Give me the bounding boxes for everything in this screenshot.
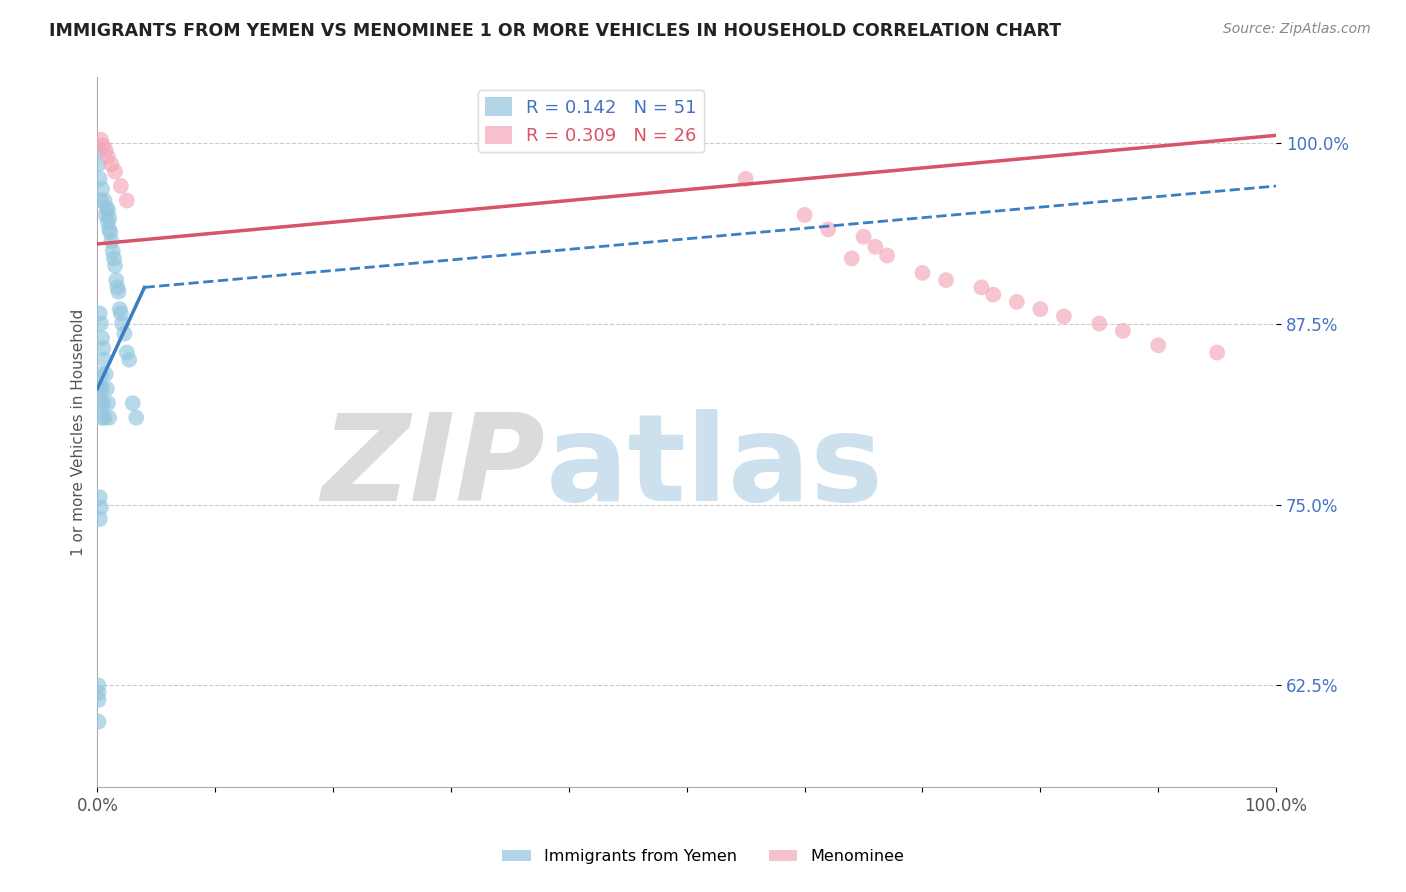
Point	[89, 512, 111, 526]
Point	[841, 252, 863, 266]
Point	[1088, 317, 1111, 331]
Point	[96, 382, 118, 396]
Point	[107, 285, 129, 299]
Point	[87, 714, 110, 729]
Point	[970, 280, 993, 294]
Point	[1053, 310, 1076, 324]
Point	[110, 179, 132, 194]
Point	[93, 194, 115, 208]
Point	[734, 171, 756, 186]
Point	[98, 222, 121, 236]
Point	[1029, 302, 1052, 317]
Point	[100, 157, 122, 171]
Point	[1005, 294, 1028, 309]
Point	[90, 194, 112, 208]
Point	[111, 317, 134, 331]
Point	[96, 201, 118, 215]
Point	[87, 157, 110, 171]
Point	[108, 302, 131, 317]
Point	[98, 410, 121, 425]
Point	[876, 248, 898, 262]
Point	[1112, 324, 1135, 338]
Point	[125, 410, 148, 425]
Point	[97, 150, 120, 164]
Point	[104, 164, 127, 178]
Point	[93, 410, 115, 425]
Point	[852, 229, 875, 244]
Text: atlas: atlas	[546, 409, 883, 526]
Point	[94, 143, 117, 157]
Point	[865, 240, 887, 254]
Point	[114, 326, 136, 341]
Legend: R = 0.142   N = 51, R = 0.309   N = 26: R = 0.142 N = 51, R = 0.309 N = 26	[478, 90, 704, 153]
Point	[98, 211, 121, 225]
Point	[87, 693, 110, 707]
Point	[91, 382, 114, 396]
Point	[98, 225, 121, 239]
Point	[91, 410, 114, 425]
Text: ZIP: ZIP	[322, 409, 546, 526]
Point	[90, 396, 112, 410]
Point	[115, 345, 138, 359]
Point	[91, 182, 114, 196]
Point	[87, 686, 110, 700]
Point	[1147, 338, 1170, 352]
Point	[105, 280, 128, 294]
Point	[103, 252, 125, 266]
Point	[87, 143, 110, 157]
Point	[89, 306, 111, 320]
Point	[110, 306, 132, 320]
Point	[93, 352, 115, 367]
Point	[97, 396, 120, 410]
Point	[90, 317, 112, 331]
Point	[115, 194, 138, 208]
Y-axis label: 1 or more Vehicles in Household: 1 or more Vehicles in Household	[72, 309, 86, 556]
Point	[105, 273, 128, 287]
Point	[97, 203, 120, 218]
Point	[91, 396, 114, 410]
Point	[100, 234, 122, 248]
Point	[121, 396, 143, 410]
Point	[89, 490, 111, 504]
Point	[94, 208, 117, 222]
Point	[90, 368, 112, 382]
Point	[104, 259, 127, 273]
Point	[817, 222, 839, 236]
Point	[91, 341, 114, 355]
Text: Source: ZipAtlas.com: Source: ZipAtlas.com	[1223, 22, 1371, 37]
Point	[90, 133, 112, 147]
Point	[911, 266, 934, 280]
Point	[981, 287, 1004, 301]
Point	[935, 273, 957, 287]
Point	[793, 208, 815, 222]
Point	[118, 352, 141, 367]
Point	[97, 215, 120, 229]
Point	[90, 500, 112, 515]
Point	[91, 138, 114, 153]
Point	[89, 171, 111, 186]
Point	[1206, 345, 1229, 359]
Point	[87, 678, 110, 692]
Text: IMMIGRANTS FROM YEMEN VS MENOMINEE 1 OR MORE VEHICLES IN HOUSEHOLD CORRELATION C: IMMIGRANTS FROM YEMEN VS MENOMINEE 1 OR …	[49, 22, 1062, 40]
Legend: Immigrants from Yemen, Menominee: Immigrants from Yemen, Menominee	[496, 843, 910, 871]
Point	[91, 331, 114, 345]
Point	[101, 244, 124, 259]
Point	[94, 368, 117, 382]
Point	[89, 382, 111, 396]
